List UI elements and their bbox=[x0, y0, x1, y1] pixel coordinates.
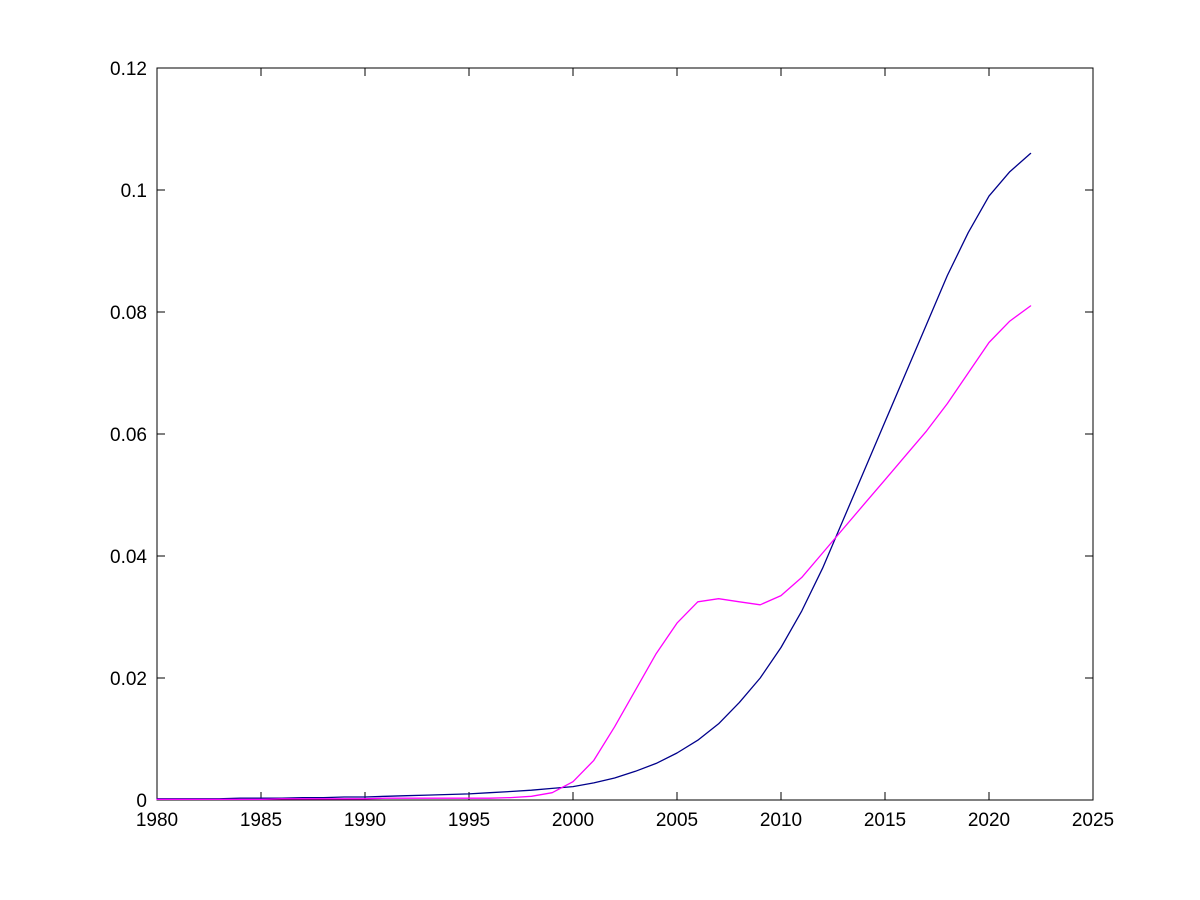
x-tick-label: 2020 bbox=[968, 810, 1010, 831]
y-tick-label: 0.04 bbox=[110, 547, 147, 568]
x-tick-label: 2015 bbox=[864, 810, 906, 831]
series-line-magenta bbox=[156, 305, 1032, 801]
y-tick-label: 0.06 bbox=[110, 425, 147, 446]
x-tick-label: 2010 bbox=[760, 810, 802, 831]
x-tick-label: 1980 bbox=[136, 810, 178, 831]
x-tick-label: 2005 bbox=[656, 810, 698, 831]
x-tick-label: 2025 bbox=[1072, 810, 1114, 831]
x-tick-label: 1990 bbox=[344, 810, 386, 831]
y-tick-label: 0 bbox=[136, 791, 147, 812]
y-tick-label: 0.08 bbox=[110, 303, 147, 324]
y-tick-label: 0.12 bbox=[110, 59, 147, 80]
y-tick-label: 0.02 bbox=[110, 669, 147, 690]
y-tick-label: 0.1 bbox=[121, 181, 147, 202]
x-tick-label: 2000 bbox=[552, 810, 594, 831]
series-line-blue bbox=[156, 152, 1032, 800]
x-tick-label: 1995 bbox=[448, 810, 490, 831]
axes-box bbox=[156, 67, 1094, 801]
x-tick-label: 1985 bbox=[240, 810, 282, 831]
